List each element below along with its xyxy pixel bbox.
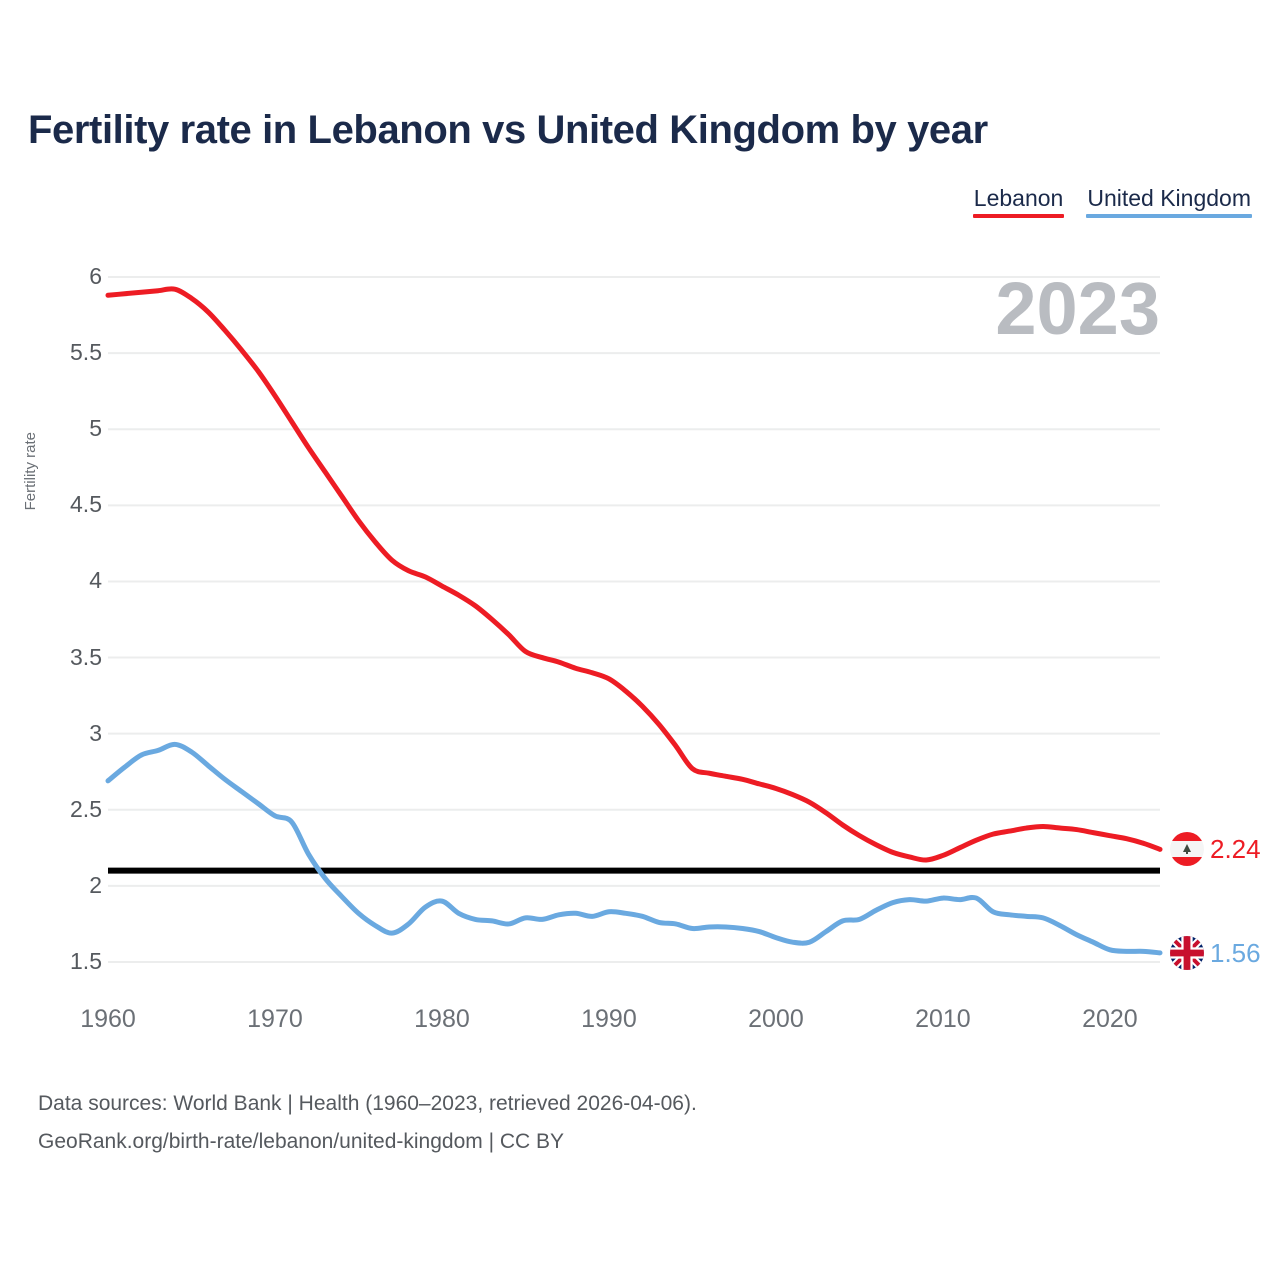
end-value-united-kingdom: 1.56 bbox=[1210, 937, 1261, 968]
legend-item-lebanon[interactable]: Lebanon bbox=[972, 185, 1065, 218]
legend-label-lebanon: Lebanon bbox=[973, 185, 1064, 211]
footer-line-2: GeoRank.org/birth-rate/lebanon/united-ki… bbox=[38, 1130, 565, 1153]
gridlines bbox=[108, 276, 1160, 963]
y-tick-2: 2 bbox=[89, 871, 102, 898]
legend-swatch-lebanon bbox=[972, 214, 1065, 218]
legend-label-united-kingdom: United Kingdom bbox=[1087, 185, 1251, 211]
x-tick-2000: 2000 bbox=[748, 1005, 804, 1033]
y-tick-6: 6 bbox=[89, 263, 102, 289]
x-tick-2020: 2020 bbox=[1082, 1005, 1138, 1033]
x-tick-1960: 1960 bbox=[80, 1005, 136, 1033]
lebanon-flag-icon bbox=[1170, 832, 1204, 867]
footer-line-1: Data sources: World Bank | Health (1960–… bbox=[38, 1092, 697, 1115]
y-tick-4-5: 4.5 bbox=[70, 491, 102, 518]
x-tick-1980: 1980 bbox=[414, 1005, 470, 1033]
x-tick-2010: 2010 bbox=[915, 1005, 971, 1033]
end-label-lebanon: 2.24 bbox=[1170, 832, 1261, 867]
end-label-united-kingdom: 1.56 bbox=[1170, 935, 1261, 970]
footer-credits: Data sources: World Bank | Health (1960–… bbox=[38, 1085, 697, 1161]
x-tick-1990: 1990 bbox=[581, 1005, 637, 1033]
year-watermark: 2023 bbox=[995, 267, 1160, 350]
legend-swatch-united-kingdom bbox=[1086, 214, 1252, 218]
y-tick-4: 4 bbox=[89, 567, 102, 594]
y-tick-5-5: 5.5 bbox=[70, 339, 102, 366]
uk-flag-icon bbox=[1170, 935, 1204, 970]
y-tick-2-5: 2.5 bbox=[70, 795, 102, 822]
legend-item-united-kingdom[interactable]: United Kingdom bbox=[1086, 185, 1252, 218]
y-axis-ticks: 1.5 2 2.5 3 3.5 4 4.5 5 5.5 6 bbox=[0, 0, 102, 1280]
end-value-lebanon: 2.24 bbox=[1210, 834, 1261, 865]
series-line-lebanon bbox=[105, 286, 1163, 863]
chart-legend: Lebanon United Kingdom bbox=[972, 185, 1252, 218]
x-tick-1970: 1970 bbox=[247, 1005, 303, 1033]
series-line-united-kingdom bbox=[105, 741, 1163, 956]
page-title: Fertility rate in Lebanon vs United King… bbox=[28, 108, 988, 152]
y-tick-1-5: 1.5 bbox=[70, 948, 102, 974]
y-tick-3-5: 3.5 bbox=[70, 643, 102, 670]
y-tick-5: 5 bbox=[89, 415, 102, 442]
y-tick-3: 3 bbox=[89, 719, 102, 746]
